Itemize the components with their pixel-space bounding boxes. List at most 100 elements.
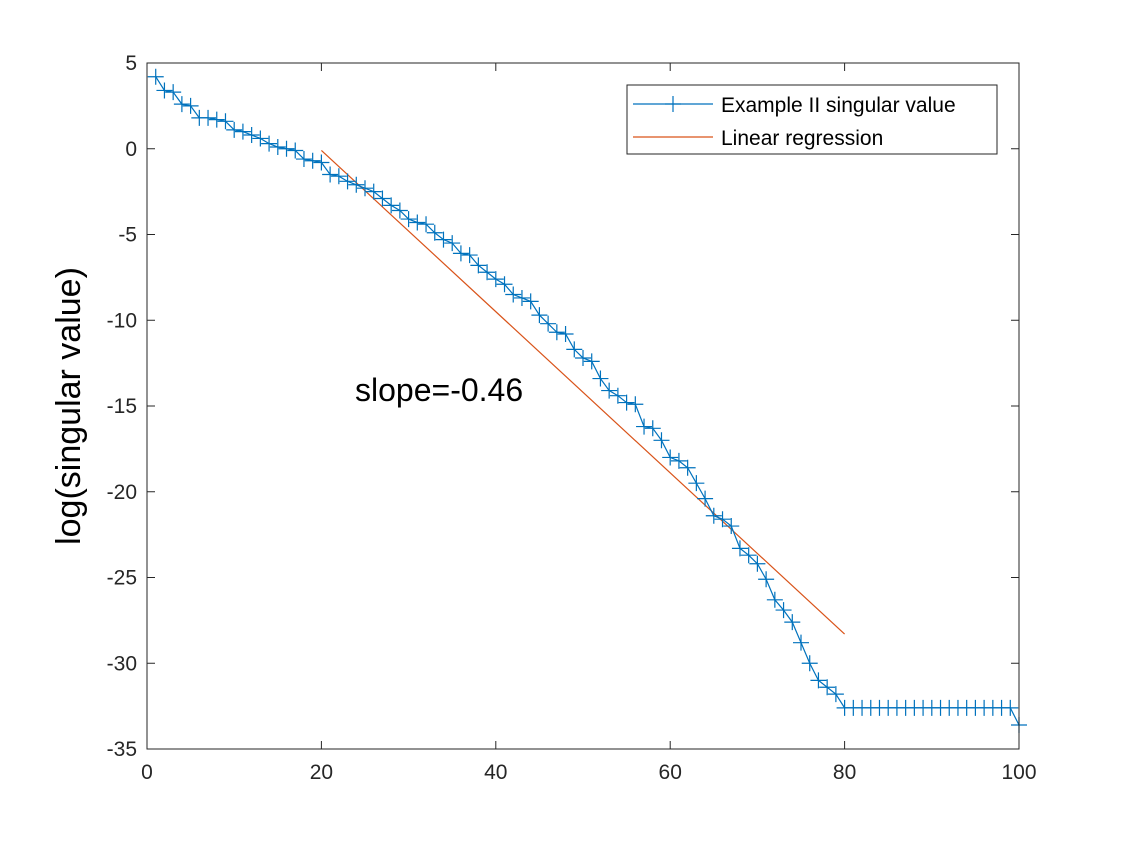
data-point-marker: [365, 183, 382, 200]
data-point-marker: [566, 341, 583, 358]
data-point-marker: [505, 286, 522, 303]
data-point-marker: [200, 109, 217, 126]
data-point-marker: [723, 518, 740, 535]
data-point-marker: [226, 121, 243, 138]
data-point-marker: [775, 602, 792, 619]
data-point-marker: [426, 224, 443, 241]
data-point-marker: [496, 276, 513, 293]
data-point-marker: [261, 135, 278, 152]
data-point-marker: [513, 289, 530, 306]
series-layer: [147, 68, 1027, 733]
data-point-marker: [374, 190, 391, 207]
data-point-marker: [714, 511, 731, 528]
data-point-marker: [601, 382, 618, 399]
data-point-marker: [653, 432, 670, 449]
data-point-marker: [391, 202, 408, 219]
x-tick-label: 80: [833, 761, 856, 784]
data-point-marker: [409, 214, 426, 231]
data-point-marker: [278, 140, 295, 157]
legend-label-regression: Linear regression: [721, 127, 883, 150]
data-point-marker: [182, 97, 199, 114]
data-point-marker: [531, 307, 548, 324]
data-point-marker: [670, 452, 687, 469]
data-point-marker: [418, 216, 435, 233]
data-point-marker: [618, 394, 635, 411]
data-point-marker: [487, 271, 504, 288]
data-point-marker: [295, 151, 312, 168]
data-point-marker: [731, 540, 748, 557]
data-point-marker: [688, 475, 705, 492]
data-point-marker: [540, 315, 557, 332]
legend-box: [626, 84, 998, 155]
data-point-marker: [627, 396, 644, 413]
data-point-marker: [697, 490, 714, 507]
data-point-marker: [1002, 699, 1019, 716]
data-point-marker: [208, 111, 225, 128]
data-point-marker: [287, 142, 304, 159]
data-point-marker: [793, 634, 809, 651]
data-point-marker: [304, 152, 321, 169]
x-tick-label: 100: [1001, 761, 1036, 784]
y-tick-label: -35: [107, 738, 137, 761]
data-point-marker: [269, 139, 286, 156]
data-point-marker: [479, 264, 496, 281]
data-point-marker: [609, 387, 626, 404]
data-point-marker: [636, 418, 653, 435]
y-tick-label: -20: [107, 481, 137, 504]
data-point-marker: [348, 176, 365, 193]
x-tick-label: 40: [484, 761, 507, 784]
data-point-marker: [470, 257, 487, 274]
data-point-marker: [784, 614, 801, 631]
data-point-marker: [400, 211, 417, 228]
x-tick-label: 20: [310, 761, 333, 784]
data-point-marker: [243, 127, 260, 144]
y-tick-label: -25: [107, 567, 137, 590]
data-point-marker: [165, 84, 182, 101]
data-point-marker: [522, 293, 539, 310]
slope-annotation: slope=-0.46: [355, 372, 523, 408]
plot-area: [147, 63, 1019, 749]
data-point-marker: [644, 420, 661, 437]
y-tick-label: -10: [107, 309, 137, 332]
data-point-marker: [827, 686, 844, 703]
data-point-marker: [758, 571, 775, 588]
data-point-marker: [548, 324, 565, 341]
series-line-linear-regression: [320, 150, 846, 635]
data-point-marker: [339, 173, 356, 190]
data-point-marker: [234, 123, 251, 140]
data-point-marker: [313, 154, 330, 171]
data-point-marker: [252, 130, 269, 147]
data-point-marker: [705, 507, 722, 524]
y-tick-label: -5: [118, 224, 137, 247]
data-point-marker: [766, 591, 783, 608]
data-point-marker: [217, 113, 234, 130]
data-point-marker: [147, 68, 164, 85]
data-point-marker: [461, 247, 478, 264]
data-point-marker: [740, 547, 757, 564]
data-point-marker: [444, 235, 461, 252]
x-tick-label: 60: [659, 761, 682, 784]
data-point-marker: [452, 245, 469, 262]
legend-label-singular: Example II singular value: [721, 94, 956, 117]
data-point-marker: [330, 168, 347, 185]
data-point-marker: [557, 325, 574, 342]
y-tick-label: 5: [125, 52, 137, 75]
data-point-marker: [819, 679, 836, 696]
x-tick-label: 0: [141, 761, 153, 784]
data-point-marker: [583, 353, 600, 370]
data-point-marker: [322, 166, 339, 183]
y-tick-label: -15: [107, 395, 137, 418]
data-point-marker: [749, 555, 766, 572]
data-point-marker: [592, 370, 609, 387]
ticks-layer: 0 20 40 60 80 100 5 0 -5 -10 -15 -20 -25 -30 -35: [107, 52, 1037, 784]
data-point-marker: [679, 459, 696, 476]
data-point-marker: [357, 180, 373, 197]
data-point-marker: [435, 231, 452, 248]
data-point-marker: [801, 655, 818, 672]
data-point-marker: [173, 96, 190, 113]
data-point-marker: [156, 82, 173, 99]
y-tick-label: 0: [125, 138, 137, 161]
data-point-marker: [575, 349, 591, 366]
data-point-marker: [662, 449, 679, 466]
